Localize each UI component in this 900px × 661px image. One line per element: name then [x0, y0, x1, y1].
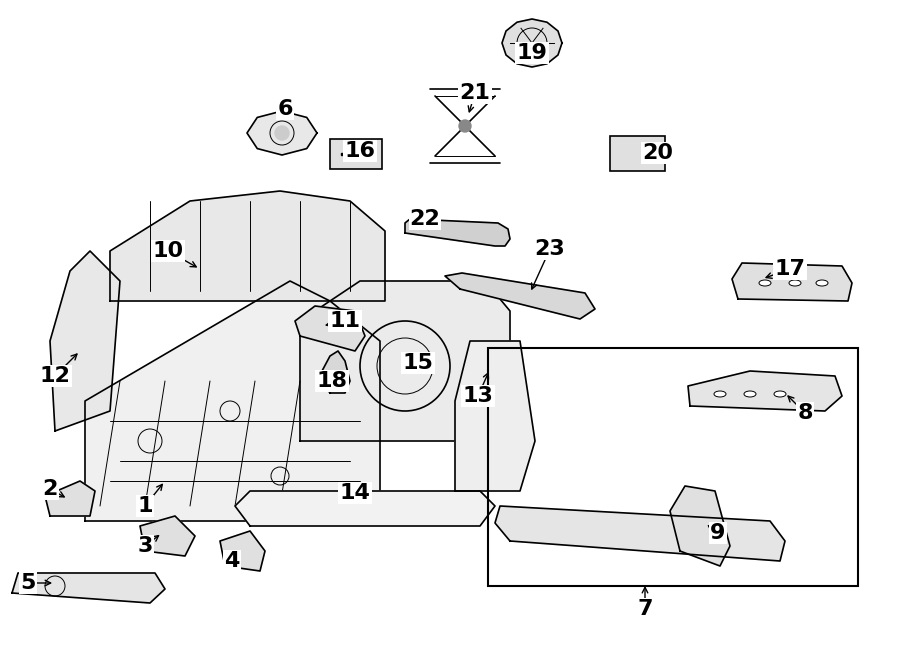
Text: 1: 1	[137, 496, 153, 516]
Polygon shape	[502, 19, 562, 67]
Ellipse shape	[774, 391, 786, 397]
Text: 13: 13	[463, 386, 493, 406]
Text: 19: 19	[517, 43, 547, 63]
Polygon shape	[670, 486, 730, 566]
Polygon shape	[45, 481, 95, 516]
Ellipse shape	[816, 280, 828, 286]
Polygon shape	[688, 371, 842, 411]
Circle shape	[275, 126, 289, 140]
Text: 17: 17	[775, 259, 806, 279]
Polygon shape	[295, 306, 365, 351]
Text: 21: 21	[460, 83, 491, 103]
Polygon shape	[220, 531, 265, 571]
Polygon shape	[247, 111, 317, 155]
Text: 3: 3	[138, 536, 153, 556]
Text: 7: 7	[637, 599, 652, 619]
Polygon shape	[495, 506, 785, 561]
Polygon shape	[85, 281, 380, 521]
Text: 8: 8	[797, 403, 813, 423]
Bar	[488, 348, 858, 586]
Text: 2: 2	[42, 479, 58, 499]
Polygon shape	[12, 573, 165, 603]
Polygon shape	[235, 491, 495, 526]
Text: 14: 14	[339, 483, 371, 503]
Polygon shape	[445, 273, 595, 319]
Circle shape	[459, 120, 471, 132]
Polygon shape	[140, 516, 195, 556]
Polygon shape	[732, 263, 852, 301]
Text: 5: 5	[21, 573, 36, 593]
Text: 22: 22	[410, 209, 440, 229]
Text: 12: 12	[40, 366, 70, 386]
Polygon shape	[455, 341, 535, 491]
Bar	[610, 136, 665, 171]
Text: 15: 15	[402, 353, 434, 373]
Text: 23: 23	[535, 239, 565, 259]
Ellipse shape	[744, 391, 756, 397]
Ellipse shape	[714, 391, 726, 397]
Polygon shape	[322, 351, 350, 393]
Text: 16: 16	[345, 141, 375, 161]
Text: 20: 20	[643, 143, 673, 163]
Polygon shape	[50, 251, 120, 431]
Text: 18: 18	[317, 371, 347, 391]
Ellipse shape	[759, 280, 771, 286]
Polygon shape	[405, 219, 510, 246]
Bar	[330, 139, 382, 169]
Text: 9: 9	[710, 523, 725, 543]
Text: 10: 10	[152, 241, 184, 261]
Text: 6: 6	[277, 99, 292, 119]
Polygon shape	[300, 281, 510, 441]
Polygon shape	[110, 191, 385, 301]
Text: 11: 11	[329, 311, 361, 331]
Text: 4: 4	[224, 551, 239, 571]
Ellipse shape	[789, 280, 801, 286]
